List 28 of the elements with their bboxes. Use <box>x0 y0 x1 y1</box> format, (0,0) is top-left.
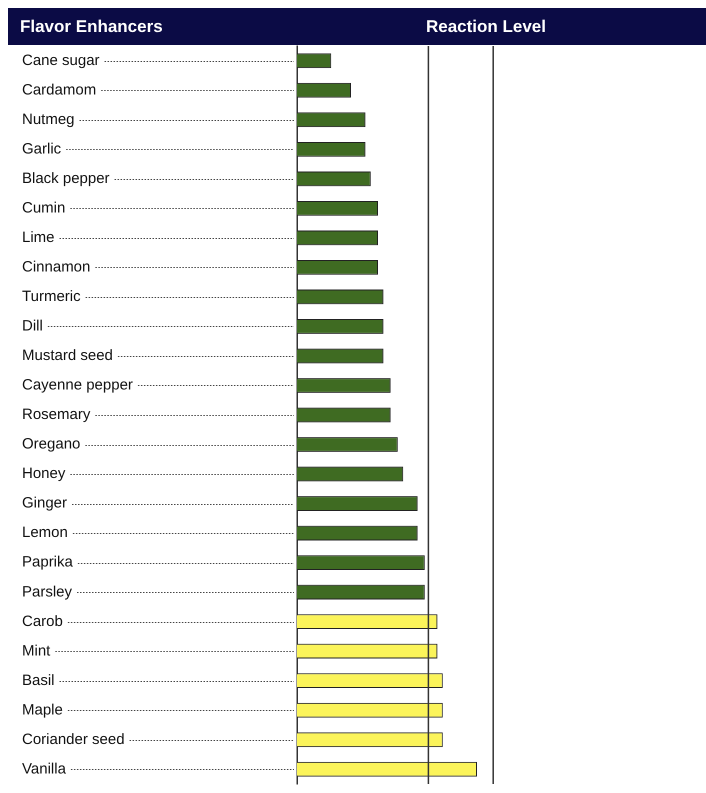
x-axis-title: Reaction Level <box>426 17 546 37</box>
y-tick-label: Vanilla <box>22 760 67 778</box>
y-tick-label: Ginger <box>22 494 68 512</box>
y-tick-label: Rosemary <box>22 406 91 424</box>
y-axis-title: Flavor Enhancers <box>20 17 163 37</box>
y-tick-label: Black pepper <box>22 170 110 187</box>
y-tick-label: Honey <box>22 465 66 482</box>
y-tick-label: Cinnamon <box>22 258 90 276</box>
y-tick-label: Parsley <box>22 583 73 600</box>
y-tick-label: Dill <box>22 318 43 335</box>
y-tick-label: Cane sugar <box>22 52 100 69</box>
y-tick-label: Oregano <box>22 436 80 453</box>
y-tick-label: Maple <box>22 701 63 718</box>
y-tick-label: Cumin <box>22 200 66 216</box>
y-tick-label: Paprika <box>22 554 74 571</box>
y-tick-label: Turmeric <box>22 288 82 306</box>
y-tick-label: Carob <box>22 612 63 630</box>
y-tick-label: Lemon <box>22 524 68 542</box>
y-tick-label: Cardamom <box>22 81 96 98</box>
y-tick-label: Mint <box>22 642 52 660</box>
header-bar: Flavor Enhancers Reaction Level <box>8 8 706 45</box>
y-tick-label: Garlic <box>22 140 62 158</box>
y-tick-label: Basil <box>22 672 55 689</box>
y-tick-label: Nutmeg <box>22 110 75 128</box>
y-tick-label: Coriander seed <box>22 730 125 748</box>
y-tick-label: Lime <box>22 229 55 246</box>
y-tick-label: Cayenne pepper <box>22 376 133 394</box>
y-tick-label: Mustard seed <box>22 347 113 364</box>
